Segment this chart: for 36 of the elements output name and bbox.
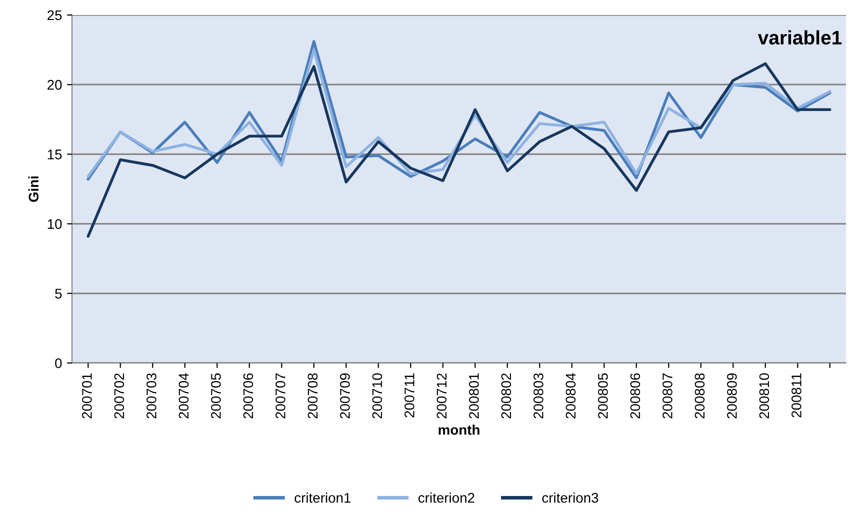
x-tick-label: 200711 bbox=[404, 373, 414, 418]
y-tick-label: 25 bbox=[48, 10, 62, 20]
x-tick-label: 200805 bbox=[598, 373, 608, 418]
x-tick-label: 200701 bbox=[82, 373, 92, 418]
x-tick-label: 200705 bbox=[211, 373, 221, 418]
legend-label: criterion2 bbox=[418, 492, 474, 503]
x-tick-label: 200801 bbox=[469, 373, 479, 418]
x-tick-label: 200808 bbox=[694, 373, 705, 418]
x-tick-label: 200704 bbox=[178, 373, 189, 418]
x-tick-label: 200707 bbox=[276, 373, 286, 418]
y-tick-label: 20 bbox=[48, 80, 62, 90]
x-tick-label: 200708 bbox=[308, 373, 318, 418]
line-series bbox=[86, 62, 832, 238]
x-tick-label: 200810 bbox=[759, 373, 770, 418]
x-axis-title: month bbox=[438, 424, 480, 435]
legend-label: criterion1 bbox=[294, 492, 351, 503]
x-tick-label: 200809 bbox=[727, 373, 737, 418]
text: variable1 bbox=[758, 30, 842, 45]
y-tick-label: 5 bbox=[55, 288, 62, 299]
y-tick-label: 0 bbox=[55, 358, 62, 368]
x-tick-label: 200703 bbox=[146, 373, 156, 418]
x-tick-label: 200709 bbox=[340, 373, 350, 418]
x-tick-label: 200712 bbox=[436, 373, 447, 418]
x-tick-label: 200811 bbox=[792, 373, 802, 418]
y-tick-label: 10 bbox=[48, 219, 62, 229]
x-tick-label: 200802 bbox=[501, 373, 512, 418]
x-tick-label: 200804 bbox=[566, 373, 576, 418]
legend-label: criterion3 bbox=[542, 492, 598, 503]
y-tick-label: 15 bbox=[48, 150, 62, 160]
x-tick-label: 200702 bbox=[114, 373, 124, 418]
x-tick-label: 200803 bbox=[534, 373, 544, 418]
x-tick-label: 200706 bbox=[243, 373, 254, 418]
x-tick-label: 200710 bbox=[372, 373, 382, 418]
x-tick-label: 200806 bbox=[630, 373, 640, 418]
x-tick-label: 200807 bbox=[662, 373, 672, 418]
y-axis-title: Gini bbox=[28, 176, 39, 202]
